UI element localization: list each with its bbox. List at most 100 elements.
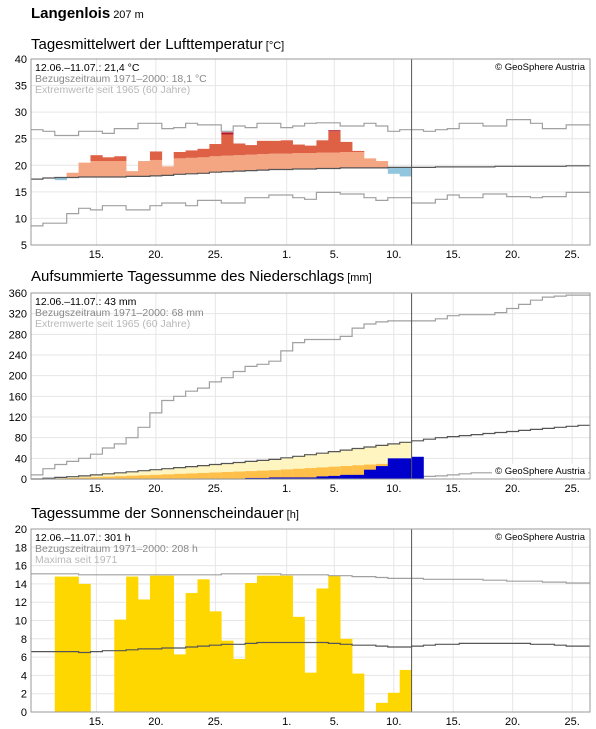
temp-anomaly-bar [316,140,329,153]
sun-plot-frame [30,528,591,713]
sun-bar [78,583,91,712]
precip-y-tick-label: 40 [15,453,27,465]
temp-y-tick-label: 30 [15,107,27,119]
precip-reference-area [138,470,151,479]
temp-anomaly-bar [364,158,377,168]
temp-anomaly-bar [280,153,293,170]
temp-anomaly-bar [66,172,79,178]
precip-cumulative-bar [352,474,365,479]
precip-y-tick-label: 320 [9,309,27,321]
temp-anomaly-bar [114,156,127,162]
precip-reference-area [102,473,115,479]
precip-info-reference: Bezugszeitraum 1971–2000: 68 mm [35,307,204,319]
temp-anomaly-bar [185,150,198,158]
sun-bar [209,611,222,712]
temp-anomaly-bar [340,141,353,152]
precip-reference-area [66,476,79,479]
precip-cumulative-bar [375,466,389,479]
temp-anomaly-bar [54,177,67,181]
precip-reference-band [185,473,198,479]
temp-info-period: 12.06.–11.07.: 21,4 °C [35,62,140,74]
temp-x-tick-label: 5. [330,249,339,261]
temp-anomaly-bar [90,161,103,177]
precip-x-tick-label: 1. [282,483,291,495]
temp-x-tick-label: 25. [565,249,580,261]
precipitation-chart-title: Aufsummierte Tagessumme des Niederschlag… [31,268,372,285]
sun-x-tick-label: 1. [282,716,291,728]
temp-x-tick-label: 15. [446,249,461,261]
precip-x-tick-label: 15. [89,483,104,495]
precip-y-tick-label: 360 [9,288,27,300]
temp-anomaly-bar [221,134,234,156]
temp-anomaly-bar [375,161,389,168]
precip-cumulative-bar [268,477,282,479]
sun-bar [268,575,282,712]
precip-reference-band [209,472,222,479]
sun-y-tick-label: 0 [21,707,27,719]
sun-bar [185,593,198,712]
temp-anomaly-bar [185,157,198,174]
temp-x-tick-label: 25. [208,249,223,261]
temp-anomaly-bar [209,144,222,157]
temp-anomaly-bar [268,140,282,154]
precip-cumulative-bar [387,458,401,479]
sun-bar [138,599,151,712]
station-elevation: 207 m [113,9,144,21]
precip-reference-line [31,424,590,480]
temp-anomaly-bar [328,130,341,132]
precip-y-tick-label: 240 [9,350,27,362]
sun-info-period: 12.06.–11.07.: 301 h [35,532,131,544]
temp-anomaly-bar [221,132,234,135]
temp-anomaly-bar [197,148,210,158]
temp-reference-line [31,165,590,180]
sunshine-title-text: Tagessumme der Sonnenscheindauer [31,505,284,522]
sunshine-chart-title: Tagessumme der Sonnenscheindauer [h] [31,505,299,522]
precip-reference-area [126,471,139,479]
temp-copyright: © GeoSphere Austria [495,62,586,73]
temp-y-tick-label: 40 [15,54,27,66]
temp-anomaly-bar [149,151,163,160]
sun-x-tick-label: 20. [505,716,520,728]
precip-cumulative-bar [364,469,377,479]
sun-bar [375,702,389,712]
precip-x-tick-label: 10. [386,483,401,495]
temp-x-tick-label: 10. [386,249,401,261]
temp-anomaly-bar [245,154,258,171]
temp-y-tick-label: 35 [15,81,27,93]
precip-reference-band [316,467,329,479]
sun-y-tick-label: 18 [15,542,27,554]
precip-y-tick-label: 280 [9,329,27,341]
temp-anomaly-bar [256,140,270,155]
precip-cumulative-bar [245,477,258,479]
temp-anomaly-bar [245,145,258,155]
temp-max-extreme-line [31,119,590,137]
sun-bar [126,576,139,712]
sun-info-reference: Bezugszeitraum 1971–2000: 208 h [35,543,198,555]
sun-y-tick-label: 12 [15,597,27,609]
temp-anomaly-bar [352,150,365,152]
temp-x-tick-label: 1. [282,249,291,261]
temp-anomaly-bar [233,143,246,156]
sun-bar [387,692,401,712]
temp-plot-frame [30,58,591,246]
temp-anomaly-bar [102,161,115,177]
temp-info-reference: Bezugszeitraum 1971–2000: 18,1 °C [35,73,207,85]
temp-anomaly-bar [340,152,353,168]
temp-x-tick-label: 20. [148,249,163,261]
temp-anomaly-bar [149,159,163,176]
temp-x-tick-label: 20. [505,249,520,261]
temp-anomaly-bar [102,157,115,162]
precipitation-unit: [mm] [347,272,372,284]
temp-anomaly-bar [256,154,270,171]
sun-bar [114,619,127,712]
precip-reference-band [280,469,293,479]
sun-y-tick-label: 16 [15,561,27,573]
temp-anomaly-bar [114,161,127,177]
temp-y-tick-label: 15 [15,187,27,199]
precip-x-tick-label: 5. [330,483,339,495]
temp-anomaly-bar [316,152,329,169]
temp-anomaly-bar [197,157,210,174]
precip-reference-area [54,477,67,479]
precipitation-title-text: Aufsummierte Tagessumme des Niederschlag… [31,268,345,285]
precip-x-tick-label: 15. [446,483,461,495]
